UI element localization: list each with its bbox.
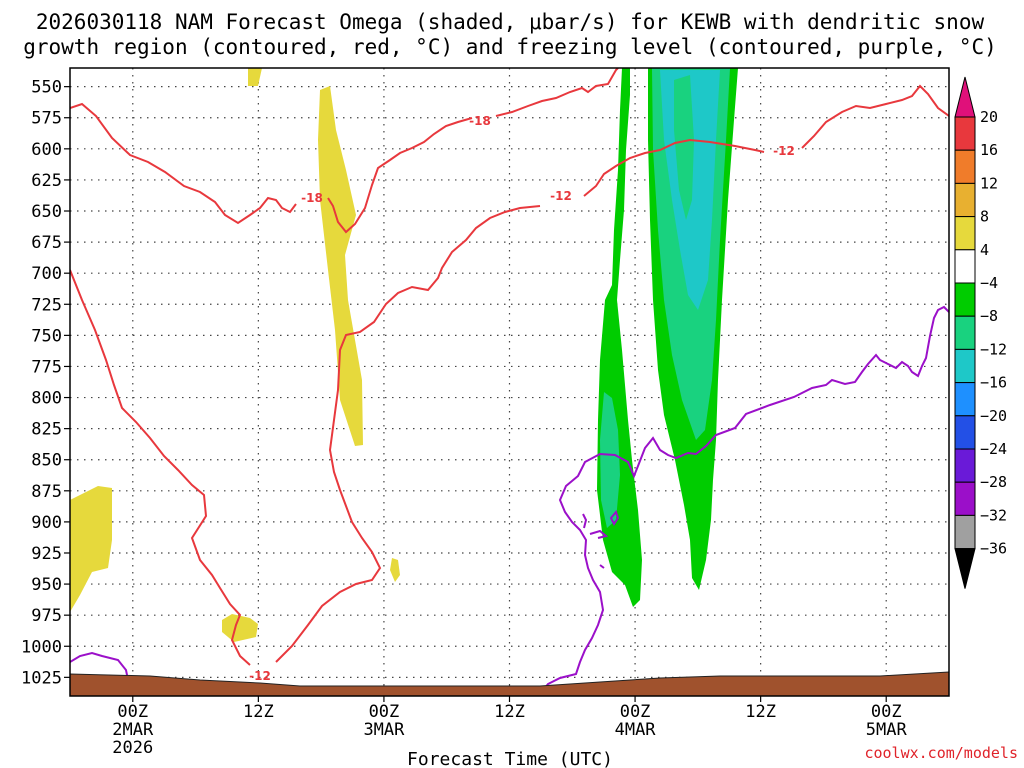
y-tick-label: 625 <box>31 171 62 191</box>
x-tick-label: 3MAR <box>363 720 405 740</box>
y-tick-label: 675 <box>31 233 62 253</box>
freezing-level-contour <box>609 509 620 526</box>
y-tick-label: 950 <box>31 575 62 595</box>
y-tick-label: 825 <box>31 420 62 440</box>
chart-title-line1: 2026030118 NAM Forecast Omega (shaded, μ… <box>36 10 985 34</box>
y-tick-label: 900 <box>31 513 62 533</box>
colorbar-band <box>954 216 976 251</box>
y-tick-label: 650 <box>31 202 62 222</box>
y-tick-label: 575 <box>31 109 62 129</box>
x-tick-label: 00Z <box>369 702 400 722</box>
omega-positive-region <box>222 614 258 642</box>
colorbar-band <box>954 149 976 184</box>
x-tick-label: 2026 <box>112 738 153 758</box>
y-tick-label: 550 <box>31 78 62 98</box>
freezing-level-contour <box>589 529 609 539</box>
colorbar-tick-label: −36 <box>980 540 1007 558</box>
colorbar-tick-label: −12 <box>980 340 1007 358</box>
colorbar-band <box>954 415 976 450</box>
colorbar-tick-label: −16 <box>980 374 1007 392</box>
y-tick-label: 600 <box>31 140 62 160</box>
plot-content: -18 -18 -12 -12 -12 <box>70 68 949 696</box>
colorbar: 20 16 12 8 4 −4 −8 −12 −16 −20 −24 −28 −32 −36 <box>954 76 1007 589</box>
temp-contour-minus18 <box>70 68 619 234</box>
colorbar-tick-label: 20 <box>980 108 998 126</box>
x-tick-label: 00Z <box>871 702 902 722</box>
x-tick-label: 00Z <box>117 702 148 722</box>
contour-label: -12 <box>249 669 271 683</box>
y-tick-label: 875 <box>31 482 62 502</box>
colorbar-tick-label: 12 <box>980 174 998 192</box>
colorbar-band <box>954 315 976 350</box>
x-tick-label: 4MAR <box>615 720 657 740</box>
omega-positive-region <box>318 86 363 446</box>
colorbar-tick-label: 16 <box>980 141 998 159</box>
omega-negative-region <box>600 392 620 528</box>
colorbar-tick-label: 8 <box>980 208 989 226</box>
y-tick-label: 1025 <box>21 668 62 688</box>
y-tick-label: 850 <box>31 451 62 471</box>
x-tick-label: 00Z <box>620 702 651 722</box>
site-credit: coolwx.com/models <box>864 744 1018 762</box>
y-tick-label: 975 <box>31 606 62 626</box>
colorbar-tick-label: −32 <box>980 506 1007 524</box>
y-tick-label: 925 <box>31 544 62 564</box>
y-axis: 550 575 600 625 650 675 700 725 750 775 800 825 850 8… <box>21 78 70 688</box>
colorbar-tick-label: −20 <box>980 407 1007 425</box>
chart-title-line2: growth region (contoured, red, °C) and f… <box>23 35 997 59</box>
colorbar-tick-label: −28 <box>980 473 1007 491</box>
colorbar-tick-label: −8 <box>980 307 998 325</box>
freezing-level-contour <box>582 513 588 529</box>
y-tick-label: 1000 <box>21 637 62 657</box>
colorbar-overflow-triangle <box>954 76 976 118</box>
terrain-surface <box>70 671 949 696</box>
contour-label: -18 <box>469 114 491 128</box>
freezing-level-contour <box>539 305 949 695</box>
colorbar-band <box>954 348 976 384</box>
contour-label: -12 <box>773 144 795 158</box>
y-tick-label: 750 <box>31 326 62 346</box>
colorbar-underflow-triangle <box>954 548 976 589</box>
colorbar-tick-label: −4 <box>980 274 998 292</box>
colorbar-band <box>954 249 976 284</box>
y-tick-label: 775 <box>31 357 62 377</box>
x-tick-label: 12Z <box>243 702 274 722</box>
omega-positive-region <box>70 486 112 612</box>
y-tick-label: 725 <box>31 295 62 315</box>
colorbar-band <box>954 116 976 151</box>
omega-negative-region <box>674 75 694 220</box>
x-tick-label: 12Z <box>745 702 776 722</box>
freezing-level-contour <box>70 651 131 691</box>
x-tick-label: 5MAR <box>866 720 908 740</box>
colorbar-tick-label: 4 <box>980 241 989 259</box>
colorbar-tick-label: −24 <box>980 440 1007 458</box>
freezing-level-contour <box>599 564 605 569</box>
temp-contour-minus12 <box>70 84 949 666</box>
omega-positive-region <box>390 558 400 582</box>
colorbar-band <box>954 514 976 550</box>
colorbar-band <box>954 448 976 483</box>
y-tick-label: 700 <box>31 264 62 284</box>
colorbar-band <box>954 382 976 417</box>
x-tick-label: 12Z <box>494 702 525 722</box>
colorbar-band <box>954 481 976 516</box>
colorbar-band <box>954 182 976 218</box>
contour-label: -18 <box>301 191 323 205</box>
colorbar-band <box>954 282 976 317</box>
contour-label: -12 <box>550 189 572 203</box>
omega-positive-region <box>248 68 262 86</box>
x-axis-label: Forecast Time (UTC) <box>407 749 613 768</box>
plot-area <box>70 68 949 696</box>
y-tick-label: 800 <box>31 389 62 409</box>
x-tick-label: 2MAR <box>112 720 154 740</box>
